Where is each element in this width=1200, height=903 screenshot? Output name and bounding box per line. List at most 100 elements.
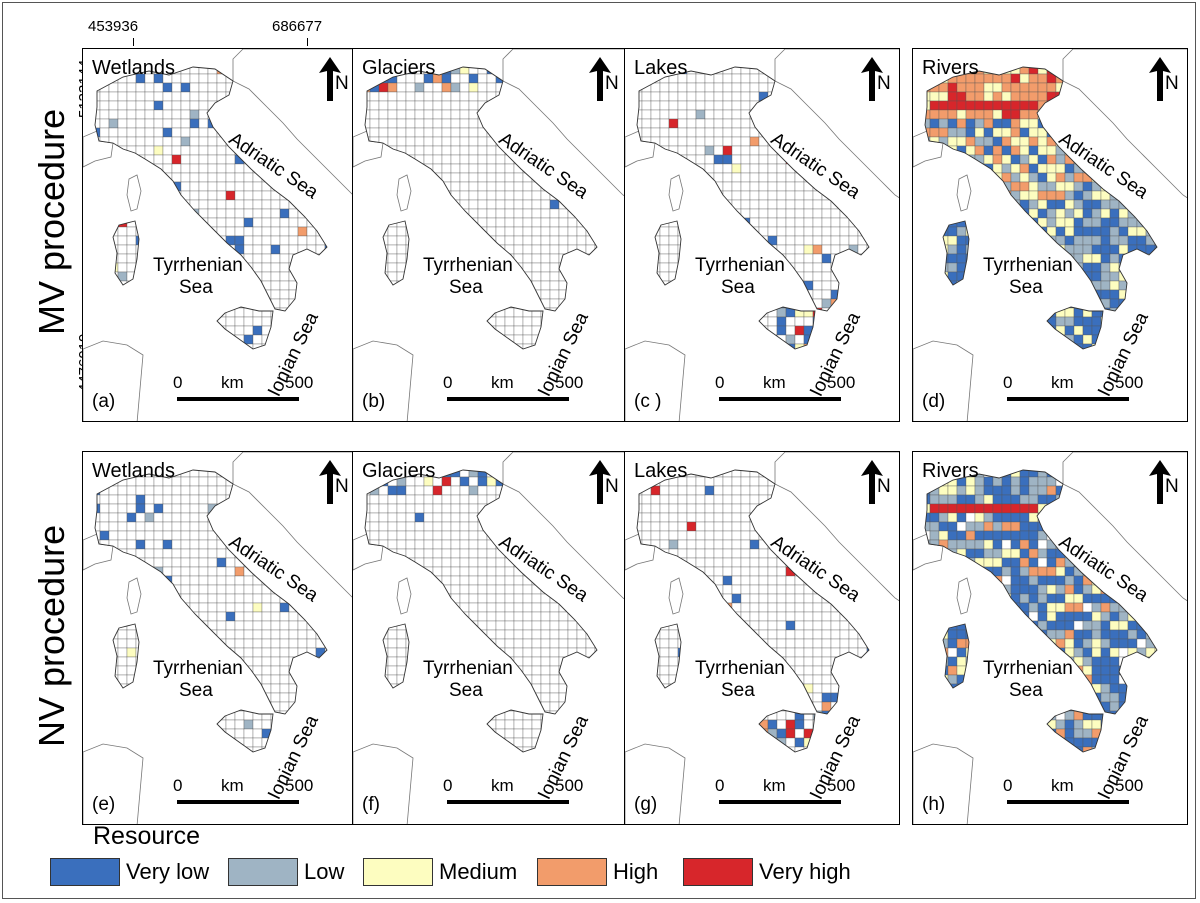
grid-cell	[549, 530, 560, 541]
grid-cell	[234, 217, 245, 228]
grid-cell	[243, 503, 254, 514]
grid-cell	[162, 485, 173, 496]
grid-cell	[504, 584, 515, 595]
grid-cell	[234, 593, 245, 604]
grid-cell	[659, 91, 670, 102]
grid-cell	[794, 253, 805, 264]
grid-cell	[513, 289, 524, 300]
grid-cell	[432, 539, 443, 550]
grid-cell	[1100, 325, 1111, 336]
grid-cell	[1020, 353, 1029, 362]
grid-cell	[1154, 316, 1157, 327]
grid-cell	[297, 208, 308, 219]
grid-cell	[99, 208, 110, 219]
grid-cell	[234, 163, 245, 174]
grid-cell	[153, 226, 164, 237]
grid-cell	[540, 217, 551, 228]
grid-cell	[189, 737, 200, 748]
grid-cell	[95, 584, 101, 595]
grid-cell	[794, 289, 805, 300]
grid-cell	[315, 199, 326, 210]
grid-cell	[704, 235, 715, 246]
grid-cell	[504, 316, 515, 327]
grid-cell	[225, 298, 236, 309]
grid-cell	[459, 127, 470, 138]
grid-cell	[117, 190, 128, 201]
grid-cell	[713, 235, 724, 246]
grid-cell	[1118, 244, 1129, 255]
grid-cell	[414, 163, 425, 174]
grid-cell	[1010, 73, 1021, 84]
grid-cell	[594, 271, 597, 282]
grid-cell	[432, 584, 443, 595]
grid-cell	[722, 334, 733, 345]
grid-cell	[532, 353, 541, 362]
grid-cell	[324, 674, 327, 685]
grid-cell	[365, 235, 371, 246]
grid-cell	[686, 343, 697, 349]
grid-cell	[567, 199, 578, 210]
grid-cell	[776, 181, 787, 192]
grid-cell	[288, 557, 299, 568]
grid-cell	[1028, 199, 1039, 210]
grid-cell	[758, 145, 769, 156]
grid-cell	[983, 208, 994, 219]
grid-cell	[216, 280, 227, 291]
coord-x2: 686677	[272, 18, 323, 35]
grid-cell	[731, 343, 742, 349]
grid-cell	[585, 575, 596, 586]
grid-cell	[226, 353, 235, 362]
grid-cell	[1001, 145, 1012, 156]
grid-cell	[637, 253, 643, 264]
grid-cell	[243, 181, 254, 192]
grid-cell	[180, 737, 191, 748]
grid-cell	[695, 208, 706, 219]
grid-cell	[704, 289, 715, 300]
grid-cell	[513, 226, 524, 237]
grid-cell	[1145, 262, 1156, 273]
grid-cell	[992, 334, 1003, 345]
grid-cell	[365, 190, 371, 201]
grid-cell	[1028, 244, 1039, 255]
grid-cell	[821, 325, 832, 336]
grid-cell	[1154, 262, 1157, 273]
grid-cell	[513, 217, 524, 228]
grid-cell	[567, 253, 578, 264]
grid-cell	[514, 353, 523, 362]
grid-cell	[549, 217, 560, 228]
grid-cell	[983, 226, 994, 237]
grid-cell	[659, 199, 670, 210]
tyrrhenian-sea-label-2: Sea	[179, 277, 213, 298]
grid-cell	[99, 530, 110, 541]
grid-cell	[1118, 235, 1129, 246]
grid-cell	[315, 217, 326, 228]
grid-cell	[99, 485, 110, 496]
grid-cell	[99, 235, 110, 246]
grid-cell	[108, 611, 119, 622]
grid-cell	[423, 181, 434, 192]
grid-cell	[1100, 289, 1111, 300]
grid-cell	[153, 539, 164, 550]
grid-cell	[99, 127, 110, 138]
grid-cell	[812, 325, 823, 336]
grid-cell	[531, 199, 542, 210]
grid-cell	[234, 208, 245, 219]
grid-cell	[135, 91, 146, 102]
grid-cell	[108, 298, 119, 309]
grid-cell	[99, 512, 110, 523]
grid-cell	[180, 109, 191, 120]
grid-cell	[180, 647, 191, 658]
grid-cell	[297, 217, 308, 228]
grid-cell	[225, 557, 236, 568]
grid-cell	[1091, 118, 1102, 129]
grid-cell	[1100, 343, 1111, 349]
grid-cell	[324, 629, 327, 640]
grid-cell	[306, 262, 317, 273]
grid-cell	[252, 683, 263, 694]
grid-cell	[171, 701, 182, 712]
grid-cell	[99, 271, 110, 282]
grid-cell	[540, 325, 551, 336]
grid-cell	[513, 298, 524, 309]
grid-cell	[929, 253, 940, 264]
grid-cell	[162, 91, 173, 102]
